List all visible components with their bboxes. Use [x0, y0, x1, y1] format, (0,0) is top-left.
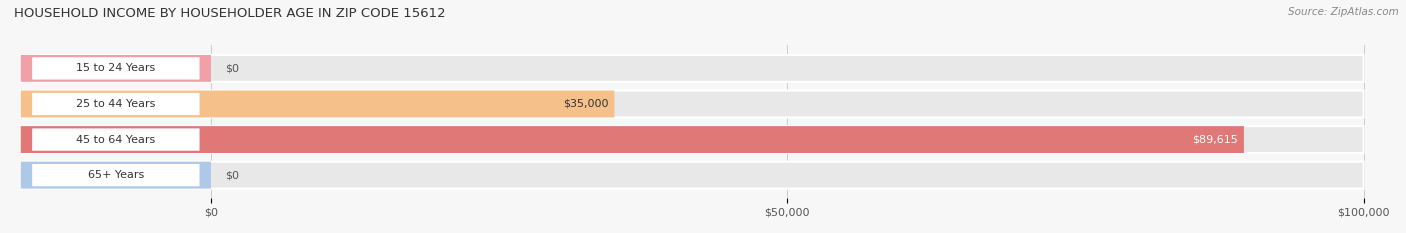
FancyBboxPatch shape — [21, 91, 1364, 117]
FancyBboxPatch shape — [21, 91, 614, 117]
Text: 45 to 64 Years: 45 to 64 Years — [76, 135, 156, 144]
FancyBboxPatch shape — [21, 162, 1364, 188]
Text: 65+ Years: 65+ Years — [87, 170, 143, 180]
FancyBboxPatch shape — [21, 162, 211, 188]
FancyBboxPatch shape — [21, 55, 1364, 82]
Text: Source: ZipAtlas.com: Source: ZipAtlas.com — [1288, 7, 1399, 17]
FancyBboxPatch shape — [32, 164, 200, 186]
Text: $0: $0 — [225, 170, 239, 180]
FancyBboxPatch shape — [32, 128, 200, 151]
Text: 25 to 44 Years: 25 to 44 Years — [76, 99, 156, 109]
Text: 15 to 24 Years: 15 to 24 Years — [76, 63, 156, 73]
Text: $0: $0 — [225, 63, 239, 73]
FancyBboxPatch shape — [32, 93, 200, 115]
FancyBboxPatch shape — [32, 57, 200, 80]
FancyBboxPatch shape — [21, 55, 211, 82]
FancyBboxPatch shape — [21, 126, 1244, 153]
Text: $89,615: $89,615 — [1192, 135, 1239, 144]
FancyBboxPatch shape — [21, 126, 1364, 153]
Text: HOUSEHOLD INCOME BY HOUSEHOLDER AGE IN ZIP CODE 15612: HOUSEHOLD INCOME BY HOUSEHOLDER AGE IN Z… — [14, 7, 446, 20]
Text: $35,000: $35,000 — [564, 99, 609, 109]
